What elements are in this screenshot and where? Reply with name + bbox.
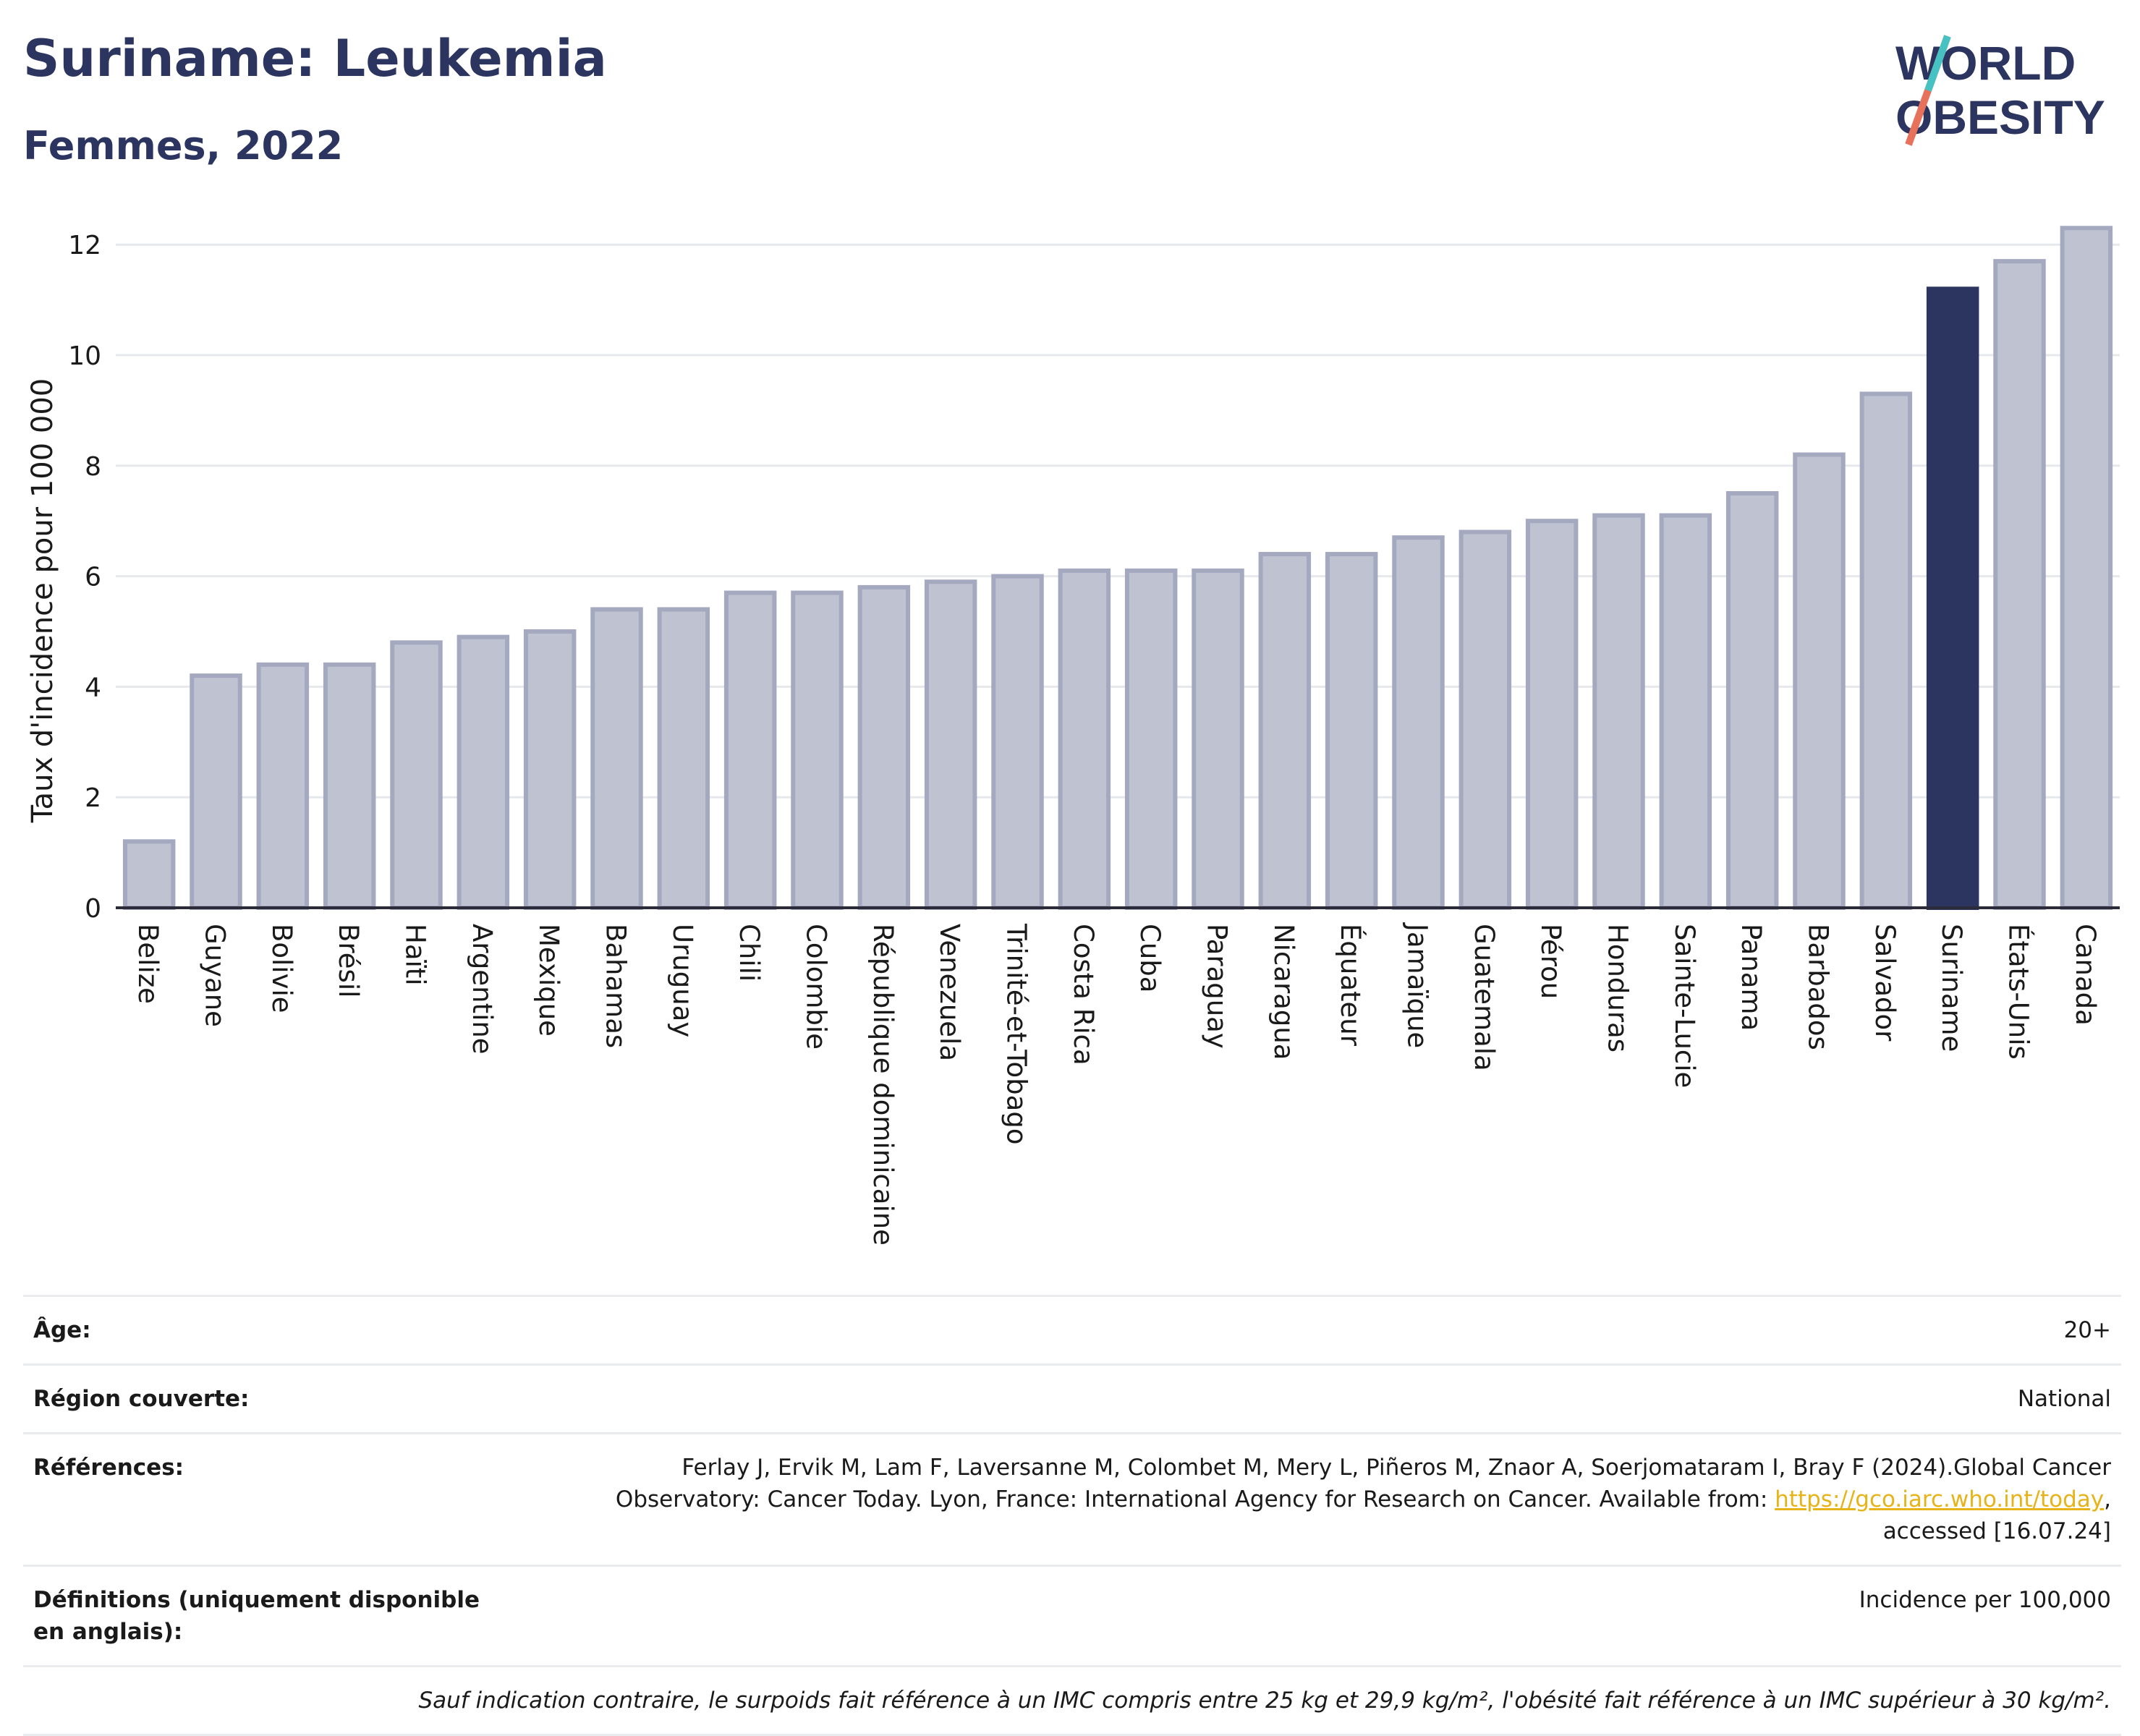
bar-barbados <box>1793 452 1846 910</box>
x-tick-label: Nicaragua <box>1268 924 1299 1060</box>
bar-bahamas <box>590 607 643 910</box>
y-axis-ticks: 0 2 4 6 8 10 12 <box>68 231 101 924</box>
x-tick-label: Honduras <box>1602 924 1634 1052</box>
age-value: 20+ <box>2063 1317 2111 1343</box>
x-tick-label: Chili <box>734 924 765 982</box>
bar-chili <box>723 590 777 911</box>
world-obesity-logo: WORLD OBESITY <box>1895 35 2105 146</box>
references-line-2-end: , <box>2104 1486 2111 1512</box>
x-tick-label: Costa Rica <box>1068 924 1099 1065</box>
references-line-2: Observatory: Cancer Today. Lyon, France:… <box>615 1486 1775 1512</box>
bar-sainte-lucie <box>1659 513 1712 910</box>
info-table: Âge: 20+ Région couverte: National Référ… <box>23 1295 2121 1736</box>
x-tick-label: Canada <box>2070 924 2101 1026</box>
x-tick-label: Bolivie <box>266 924 297 1013</box>
bar-canada <box>2060 226 2113 910</box>
info-row-region: Région couverte: National <box>23 1363 2121 1432</box>
references-label: Références: <box>33 1455 184 1481</box>
footnote: Sauf indication contraire, le surpoids f… <box>418 1688 2111 1714</box>
bar-pérou <box>1525 519 1579 910</box>
chart-title: Suriname: Leukemia <box>23 29 607 88</box>
bar-colombie <box>791 590 844 911</box>
bar-guatemala <box>1458 529 1512 910</box>
x-tick-label: États-Unis <box>2003 924 2035 1060</box>
x-tick-label: Colombie <box>801 924 832 1050</box>
x-tick-label: Panama <box>1736 924 1767 1031</box>
info-row-definitions: Définitions (uniquement disponible en an… <box>23 1565 2121 1665</box>
y-tick-label: 2 <box>85 783 101 813</box>
x-tick-label: Suriname <box>1936 924 1967 1052</box>
bar-équateur <box>1325 552 1378 910</box>
info-row-references: Références: Ferlay J, Ervik M, Lam F, La… <box>23 1432 2121 1565</box>
references-line-3: accessed [16.07.24] <box>1882 1518 2111 1544</box>
info-row-age: Âge: 20+ <box>23 1295 2121 1363</box>
age-label: Âge: <box>33 1317 91 1343</box>
bar-brésil <box>323 662 376 911</box>
x-tick-label: Sainte-Lucie <box>1669 924 1700 1088</box>
bar-honduras <box>1592 513 1645 910</box>
bar-états-unis <box>1993 259 2046 910</box>
region-label: Région couverte: <box>33 1386 250 1412</box>
bar-haïti <box>390 640 443 911</box>
x-axis-labels: Belize Guyane Bolivie Brésil Haïti Argentine M… <box>132 922 2101 1246</box>
bar-belize <box>122 839 176 910</box>
bar-uruguay <box>657 607 710 910</box>
bar-chart: 0 2 4 6 8 10 12 Belize Guyane Bolivie Brésil Haïti… <box>26 226 2120 1246</box>
x-tick-label: Cuba <box>1134 924 1165 992</box>
y-tick-label: 12 <box>68 231 101 260</box>
x-tick-label: Équateur <box>1335 924 1367 1047</box>
x-tick-label: Haïti <box>400 924 431 986</box>
x-tick-label: Brésil <box>333 924 364 997</box>
x-tick-label: Argentine <box>467 924 498 1055</box>
x-tick-label: Bahamas <box>600 924 632 1048</box>
bar-argentine <box>457 634 510 910</box>
svg-text:OBESITY: OBESITY <box>1895 90 2105 144</box>
region-value: National <box>2017 1386 2111 1412</box>
y-tick-label: 0 <box>85 894 101 924</box>
definitions-label: Définitions (uniquement disponible en an… <box>33 1587 480 1645</box>
y-tick-label: 4 <box>85 673 101 702</box>
x-tick-label: Trinité-et-Tobago <box>1001 923 1032 1144</box>
x-tick-label: Mexique <box>533 924 564 1037</box>
references-link[interactable]: https://gco.iarc.who.int/today <box>1775 1486 2105 1512</box>
bar-paraguay <box>1192 568 1244 911</box>
y-tick-label: 10 <box>68 341 101 371</box>
y-axis-label: Taux d'incidence pour 100 000 <box>26 378 59 823</box>
bar-cuba <box>1124 568 1178 911</box>
bar-république-dominicaine <box>857 584 911 910</box>
x-tick-label: Belize <box>132 924 164 1004</box>
x-tick-label: Jamaïque <box>1402 922 1433 1048</box>
bar-panama <box>1725 491 1779 910</box>
bar-salvador <box>1859 391 1913 910</box>
references-value: Ferlay J, Ervik M, Lam F, Laversanne M, … <box>616 1452 2111 1547</box>
x-tick-label: Venezuela <box>934 924 965 1061</box>
bar-nicaragua <box>1258 552 1312 910</box>
bar-bolivie <box>256 662 310 911</box>
chart-subtitle: Femmes, 2022 <box>23 123 344 169</box>
bars <box>116 226 2120 911</box>
x-tick-label: République dominicaine <box>867 924 899 1246</box>
bar-guyane <box>190 673 242 910</box>
bar-mexique <box>523 629 577 910</box>
x-tick-label: Uruguay <box>667 924 698 1037</box>
bar-costa-rica <box>1058 568 1111 911</box>
bar-jamaïque <box>1392 535 1445 910</box>
x-tick-label: Paraguay <box>1202 924 1233 1049</box>
x-tick-label: Barbados <box>1803 924 1834 1050</box>
x-tick-label: Guatemala <box>1469 924 1500 1071</box>
bar-trinité-et-tobago <box>991 574 1044 910</box>
x-tick-label: Pérou <box>1535 924 1566 999</box>
info-row-note: Sauf indication contraire, le surpoids f… <box>23 1665 2121 1736</box>
definitions-value: Incidence per 100,000 <box>1859 1587 2111 1613</box>
x-tick-label: Guyane <box>200 924 231 1027</box>
svg-text:WORLD: WORLD <box>1895 36 2076 90</box>
y-tick-label: 6 <box>85 563 101 592</box>
x-tick-label: Salvador <box>1869 924 1901 1042</box>
y-tick-label: 8 <box>85 452 101 482</box>
bar-suriname <box>1926 286 1979 910</box>
references-line-1: Ferlay J, Ervik M, Lam F, Laversanne M, … <box>682 1455 2111 1481</box>
bar-venezuela <box>924 579 977 910</box>
